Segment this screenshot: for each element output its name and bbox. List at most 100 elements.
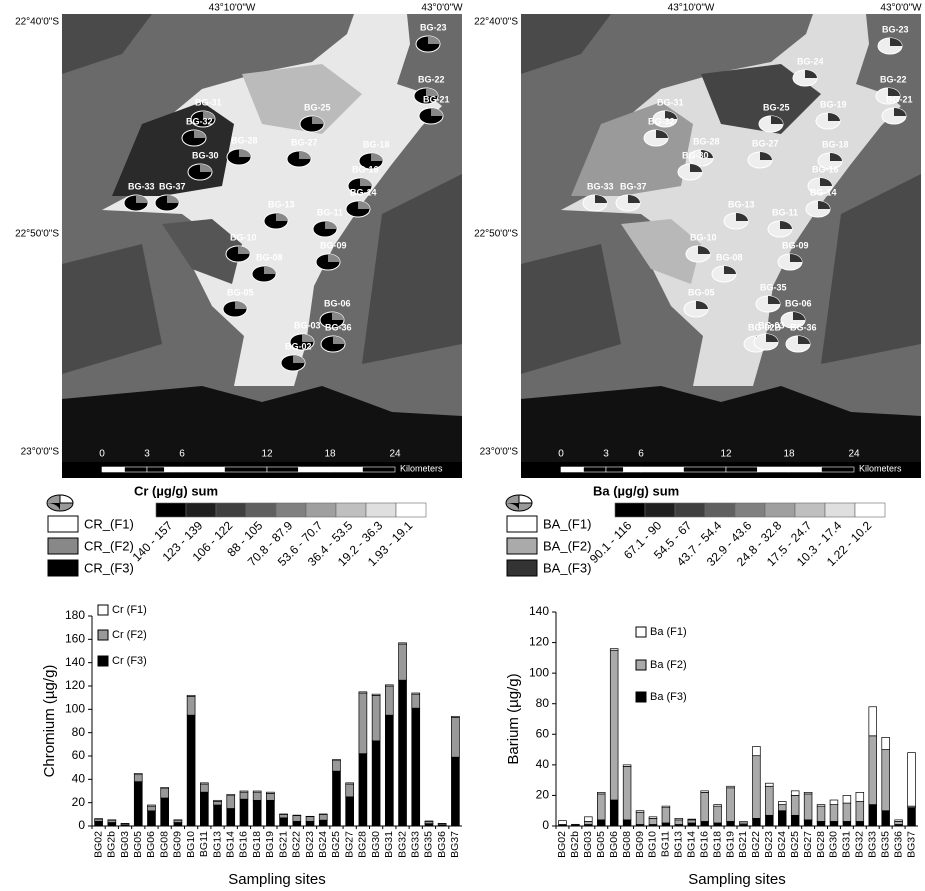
x-tick-label: BG21 [277,831,289,858]
site-label: BG-13 [728,199,755,209]
x-tick-label: BG16 [698,831,710,858]
bar-segment [253,792,261,800]
x-tick-label: BG03 [582,831,594,858]
site-label: BG-31 [195,97,222,107]
scale-label: 6 [179,449,185,460]
scale-segment [147,467,165,472]
bar-segment [280,818,288,826]
bar-segment [306,817,314,822]
bar-segment [412,708,420,826]
bar-segment [882,737,890,749]
bar-segment [895,820,903,822]
bar-segment [597,794,605,820]
site-label: BG-30 [682,150,709,160]
bar-segment [727,821,735,826]
class-swatch [855,503,885,517]
class-swatch [216,503,246,517]
bar-segment [869,736,877,805]
bar-segment [319,814,327,820]
bar-segment [385,685,393,686]
site-label: BG-21 [423,94,450,104]
site-label: BG-18 [822,139,849,149]
site-label: BG-23 [420,22,447,32]
bar-segment [649,817,657,819]
y-tick-label: 80 [72,725,86,739]
x-tick-label: BG13 [211,831,223,858]
legend-label: Cr (F2) [112,629,147,641]
bar-segment [765,786,773,815]
bar-segment [830,800,838,805]
x-tick-label: BG18 [711,831,723,858]
bar-segment [161,789,169,798]
site-label: BG-14 [810,187,837,197]
bar-segment [187,715,195,826]
bar-segment [187,697,195,716]
bar-segment [701,821,709,826]
bar-segment [597,820,605,826]
bar-segment [778,802,786,805]
legend-label: Ba (F1) [650,626,687,638]
site-label: BG-03 [758,320,785,330]
x-tick-label: BG25 [789,831,801,858]
class-swatch [246,503,276,517]
bar-segment [451,757,459,826]
bar-segment [623,820,631,826]
bar-segment [95,821,103,826]
bar-segment [636,812,644,824]
scale-segment [363,467,396,472]
bar-segment [597,792,605,794]
y-tick-label: 60 [72,748,86,762]
x-tick-label: BG18 [251,831,263,858]
legend-swatch [636,692,646,702]
x-axis-title: Sampling sites [228,871,326,888]
bar-segment [412,694,420,708]
site-label: BG-33 [587,181,614,191]
bar-segment [753,818,761,826]
site-label: BG-22 [880,74,907,84]
x-tick-label: BG02 [92,831,104,858]
bar-segment [584,817,592,822]
bar-segment [372,741,380,826]
bar-segment [843,795,851,803]
scale-unit: Kilometers [859,463,902,473]
y-tick-label: 120 [529,635,549,649]
bar-segment [214,800,222,801]
bar-segment [688,820,696,823]
bar-segment [148,806,156,811]
scale-label: 18 [324,449,336,460]
scale-segment [584,467,607,472]
lon-label: 43°10'0"W [209,3,256,14]
legend-swatch [507,538,537,554]
bar-segment [240,792,248,799]
scale-segment [125,467,148,472]
x-tick-label: BG24 [317,831,329,858]
site-label: BG-18 [363,139,390,149]
bar-segment [753,747,761,756]
site-label: BG-11 [317,207,343,217]
y-tick-label: 160 [65,632,85,646]
site-label: BG-37 [620,181,647,191]
bar-segment [701,792,709,821]
bar-segment [765,815,773,826]
bar-segment [856,802,864,822]
bar-segment [200,783,208,784]
site-label: BG-16 [812,164,839,174]
y-tick-label: 0 [542,818,549,832]
x-tick-label: BG05 [595,831,607,858]
bar-segment [636,811,644,813]
x-tick-label: BG37 [449,831,461,858]
legend-item: CR_(F2) [84,538,134,553]
x-tick-label: BG05 [132,831,144,858]
bar-segment [346,797,354,826]
scale-segment [330,467,363,472]
site-label: BG-16 [352,164,379,174]
scale-segment [267,467,299,472]
x-tick-label: BG23 [763,831,775,858]
bar-segment [778,805,786,811]
site-label: BG-09 [320,240,347,250]
class-swatch [615,503,645,517]
x-tick-label: BG03 [119,831,131,858]
site-label: BG-25 [304,102,331,112]
site-label: BG-28 [231,135,258,145]
bar-segment [662,823,670,826]
